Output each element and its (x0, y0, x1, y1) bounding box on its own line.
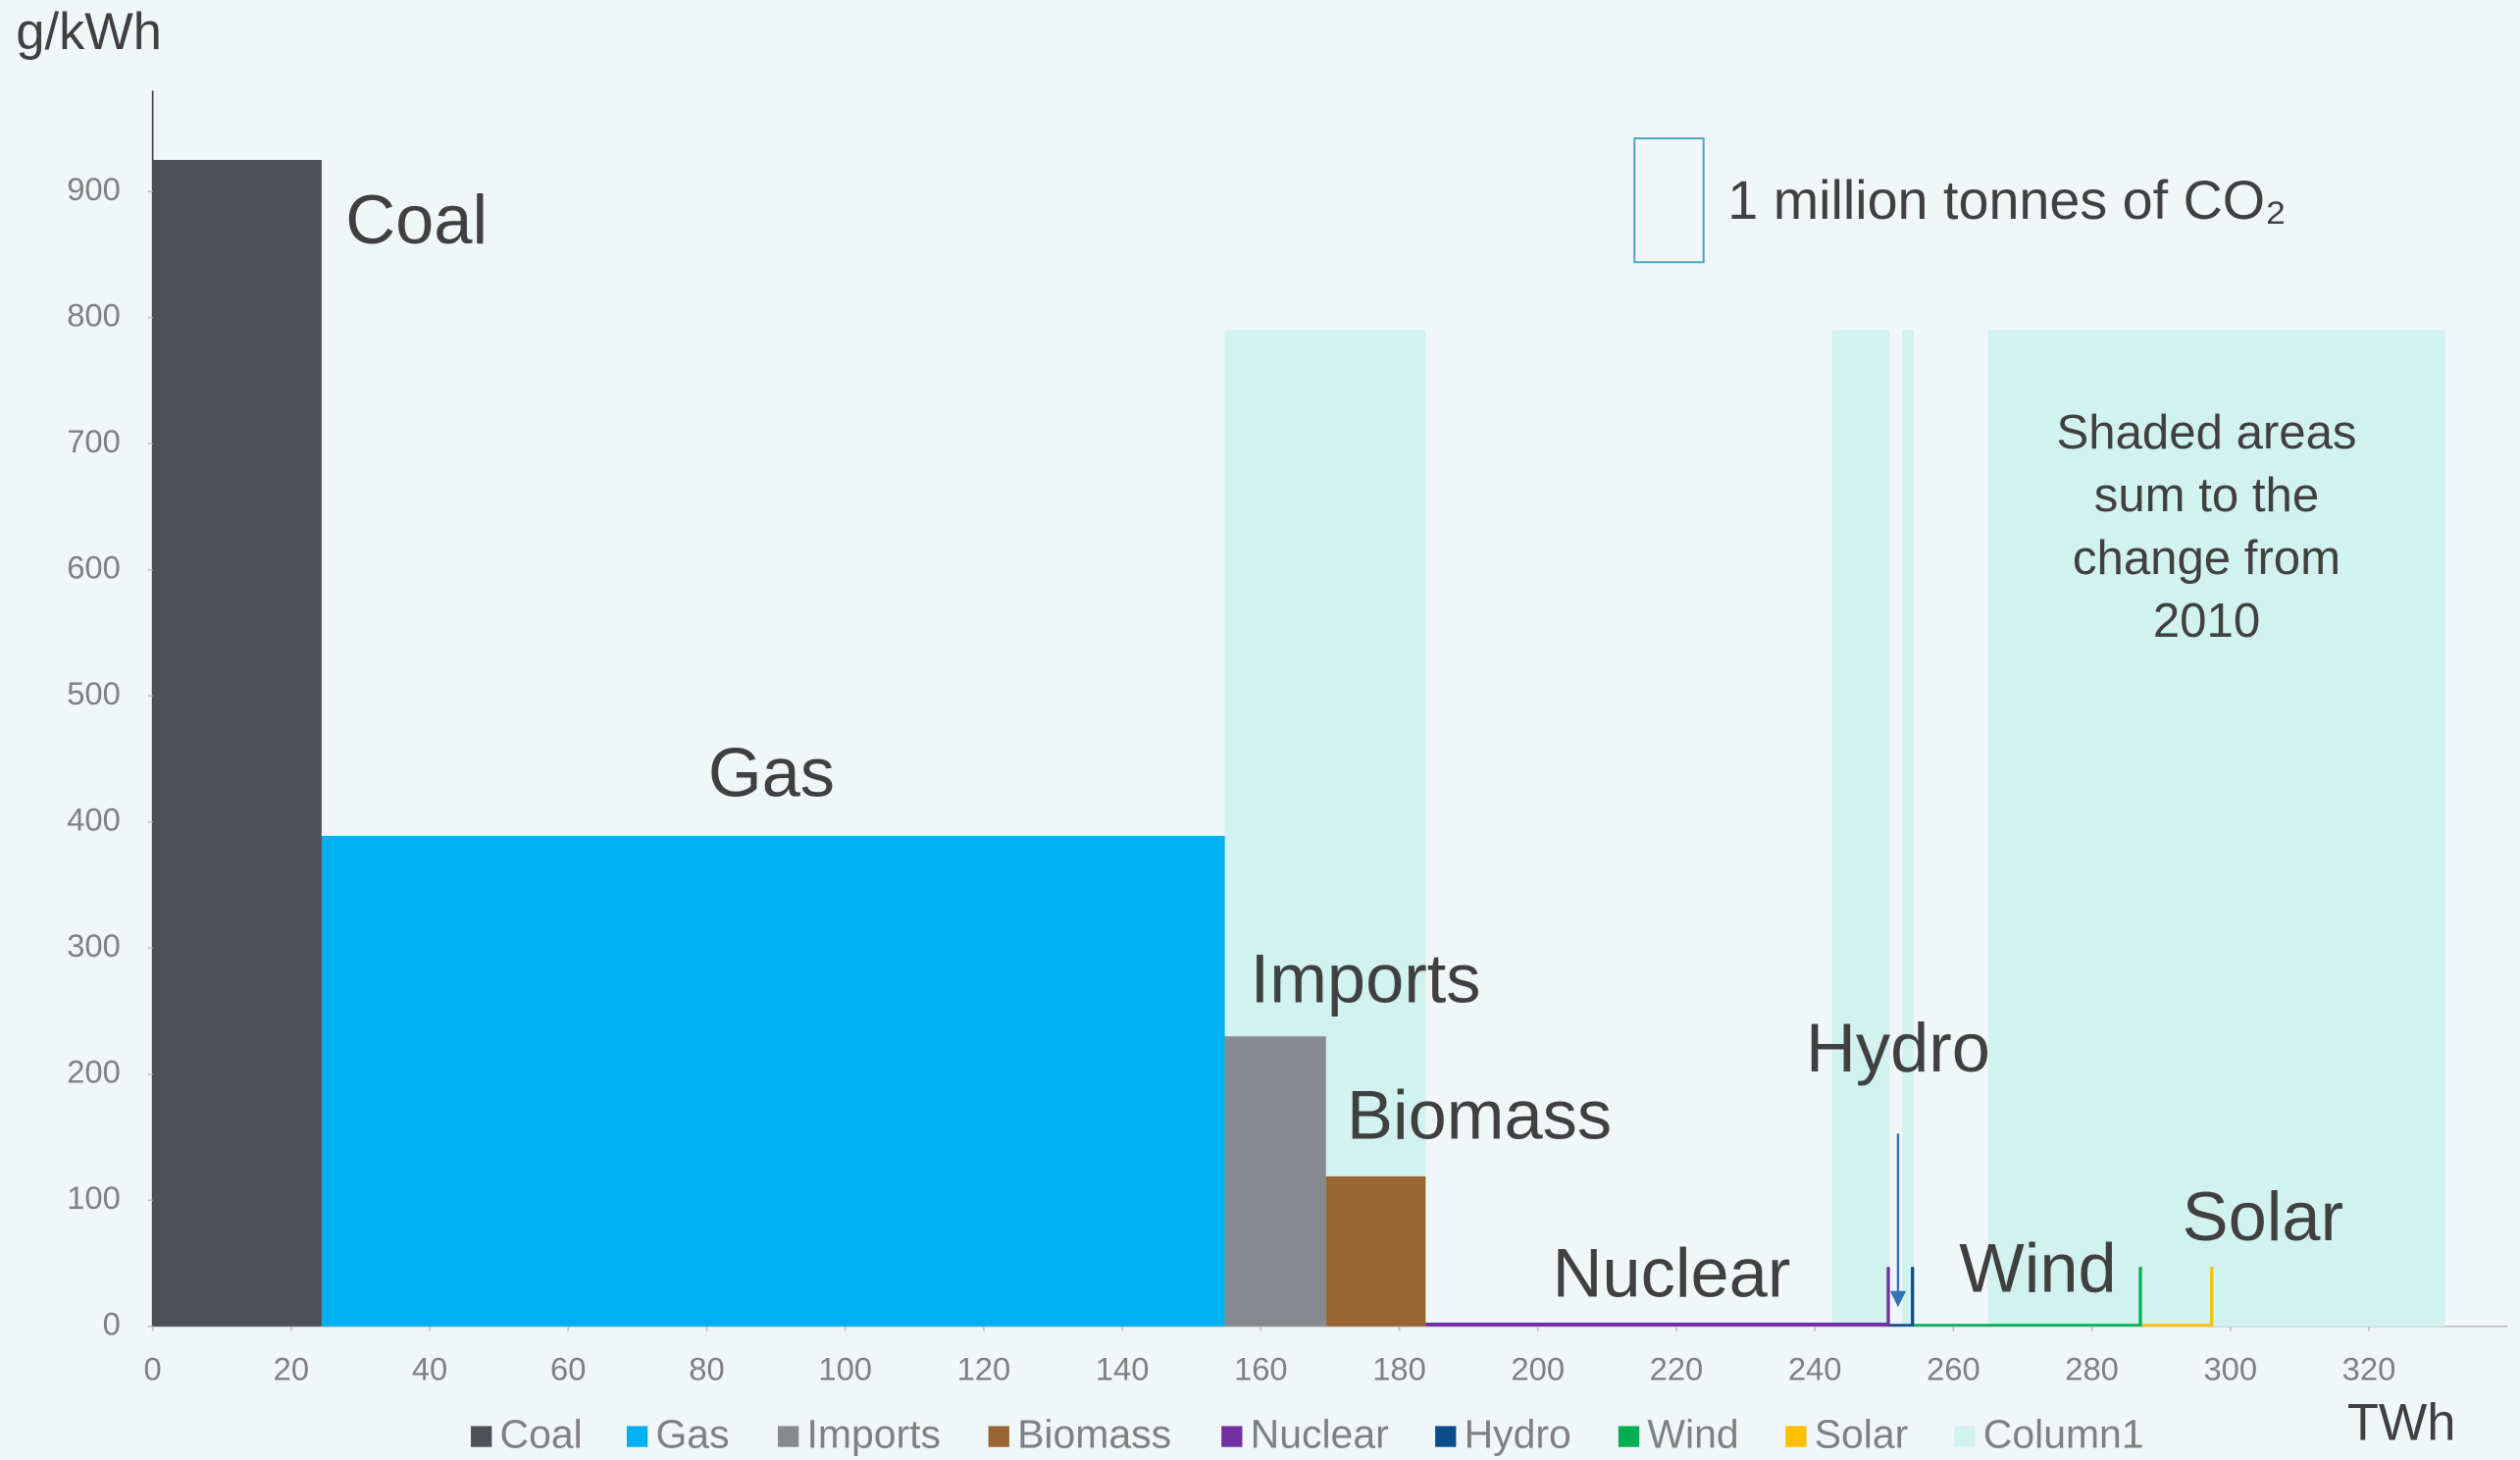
x-tick-label: 60 (550, 1350, 586, 1386)
x-tick-label: 180 (1372, 1350, 1426, 1386)
bar (152, 160, 322, 1327)
legend-swatch (626, 1426, 648, 1447)
x-tick-label: 140 (1096, 1350, 1150, 1386)
note-line: Shaded areas (2057, 406, 2357, 459)
bar-label: Gas (708, 734, 835, 811)
legend-swatch (1785, 1426, 1807, 1447)
x-tick-label: 260 (1927, 1350, 1980, 1386)
key-label: 1 million tonnes of CO₂ (1727, 170, 2286, 231)
x-tick-label: 120 (957, 1350, 1011, 1386)
legend-swatch (777, 1426, 799, 1447)
y-tick-label: 800 (67, 296, 121, 333)
x-tick-label: 280 (2065, 1350, 2119, 1386)
y-tick-label: 600 (67, 548, 121, 585)
bar (1987, 330, 2445, 1327)
x-tick-label: 20 (274, 1350, 309, 1386)
bar-label: Coal (345, 181, 488, 258)
bar (1224, 1036, 1326, 1327)
legend-swatch (1954, 1426, 1976, 1447)
legend-swatch (1435, 1426, 1457, 1447)
x-tick-label: 80 (689, 1350, 724, 1386)
note-line: 2010 (2153, 595, 2260, 648)
y-tick-label: 0 (103, 1306, 121, 1342)
bar-label: Biomass (1347, 1076, 1612, 1154)
y-tick-label: 200 (67, 1053, 121, 1089)
y-tick-label: 900 (67, 171, 121, 207)
y-tick-label: 300 (67, 927, 121, 964)
x-tick-label: 100 (818, 1350, 872, 1386)
y-tick-label: 700 (67, 423, 121, 459)
legend-label: Hydro (1465, 1412, 1571, 1457)
y-tick-label: 500 (67, 675, 121, 711)
legend-swatch (1221, 1426, 1243, 1447)
x-tick-label: 240 (1788, 1350, 1842, 1386)
x-tick-label: 300 (2203, 1350, 2257, 1386)
x-tick-label: 0 (144, 1350, 162, 1386)
legend-label: Solar (1815, 1412, 1909, 1457)
bar-label: Hydro (1806, 1009, 1990, 1086)
legend-label: Coal (500, 1412, 583, 1457)
legend-swatch (1618, 1426, 1640, 1447)
bar (1831, 330, 1890, 1327)
x-tick-label: 320 (2342, 1350, 2396, 1386)
y-tick-label: 400 (67, 801, 121, 837)
legend-swatch (471, 1426, 492, 1447)
bar (1912, 1324, 2140, 1327)
legend-swatch (988, 1426, 1009, 1447)
bar (1425, 1322, 1888, 1327)
legend-label: Gas (655, 1412, 729, 1457)
bar (321, 835, 1225, 1327)
bar (2139, 1324, 2212, 1327)
note-line: change from (2073, 532, 2340, 585)
hydro-arrowhead (1889, 1290, 1907, 1308)
x-tick-label: 160 (1234, 1350, 1288, 1386)
note-line: sum to the (2094, 469, 2319, 522)
bar-label: Solar (2183, 1177, 2343, 1255)
x-axis-label: TWh (2347, 1394, 2456, 1451)
bar-label: Wind (1959, 1228, 2116, 1306)
legend-label: Column1 (1983, 1412, 2144, 1457)
legend-label: Biomass (1017, 1412, 1171, 1457)
x-tick-label: 220 (1650, 1350, 1704, 1386)
legend-label: Imports (806, 1412, 941, 1457)
bar-label: Nuclear (1553, 1233, 1791, 1311)
bar (1887, 1324, 1913, 1327)
y-axis-label: g/kWh (16, 4, 162, 61)
y-tick-label: 100 (67, 1179, 121, 1216)
bar (1325, 1175, 1426, 1327)
legend-label: Nuclear (1251, 1412, 1389, 1457)
legend-label: Wind (1647, 1412, 1738, 1457)
x-tick-label: 200 (1511, 1350, 1565, 1386)
bar-label: Imports (1251, 939, 1481, 1017)
x-tick-label: 40 (412, 1350, 447, 1386)
bar (1902, 330, 1915, 1327)
key-box (1633, 137, 1705, 264)
